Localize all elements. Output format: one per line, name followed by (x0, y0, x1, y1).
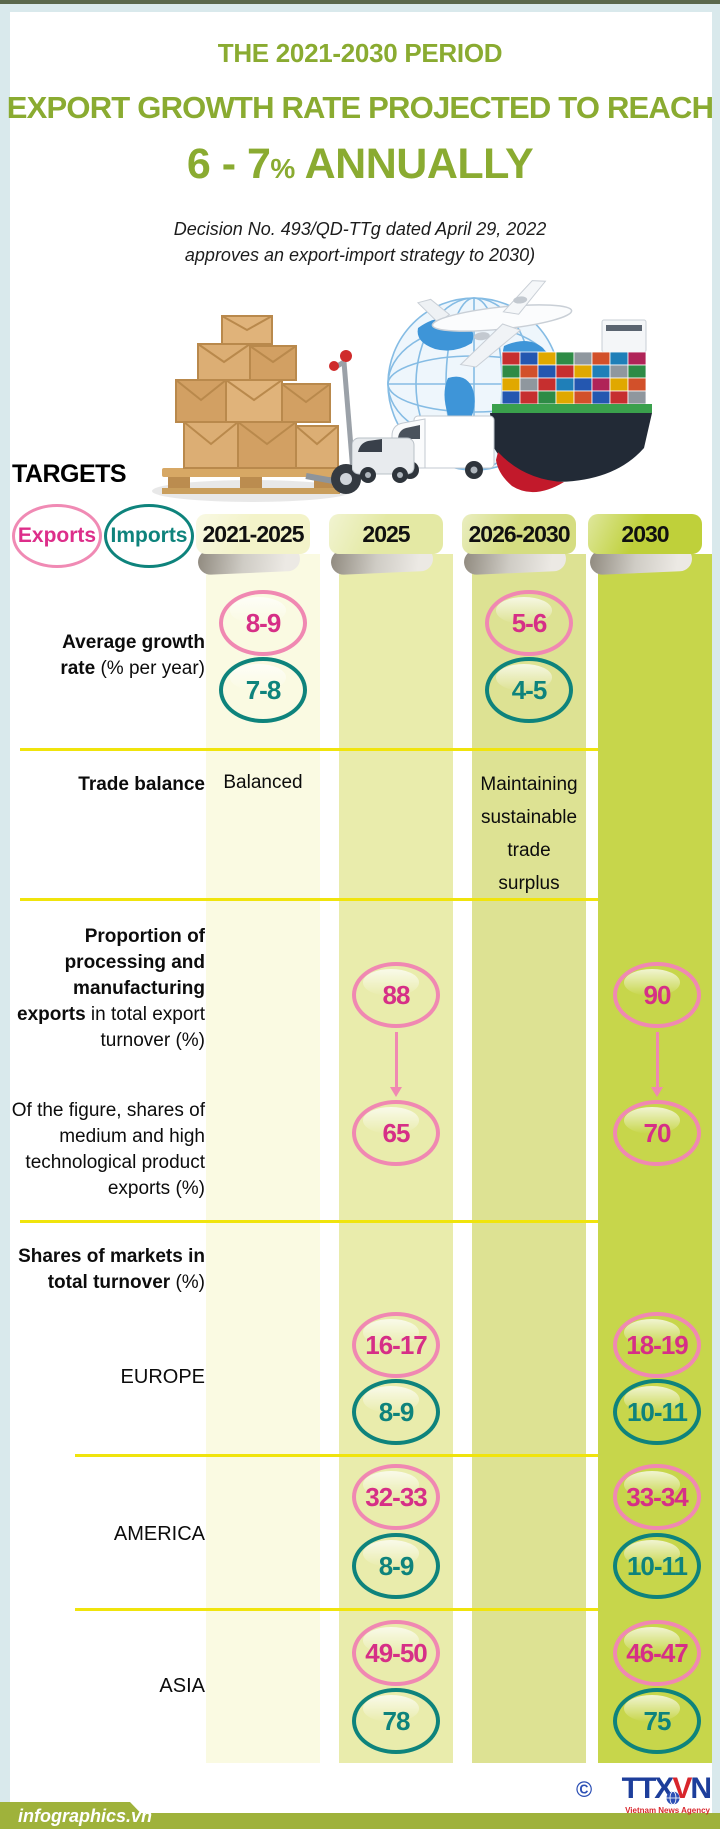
arrow-down-2025 (390, 1032, 402, 1097)
value-europe-export-2030: 18-19 (613, 1312, 701, 1378)
value-growth-import-2026-2030: 4-5 (485, 657, 573, 723)
label-rate: rate (60, 658, 96, 679)
region-label-asia: ASIA (159, 1675, 205, 1697)
footer-strip (0, 1813, 720, 1829)
ttxvn-globe-icon (666, 1791, 680, 1805)
value-america-export-2025: 32-33 (352, 1464, 440, 1530)
title-value-line: 6 - 7% ANNUALLY (0, 140, 720, 189)
row-divider-5 (75, 1608, 598, 1611)
value-america-import-2030: 10-11 (613, 1533, 701, 1599)
legend-exports: Exports (12, 504, 102, 568)
row-divider-1 (20, 748, 598, 751)
region-label-america: AMERICA (113, 1523, 205, 1545)
row-divider-4 (75, 1454, 598, 1457)
column-body-2021-2025 (206, 554, 320, 1763)
column-body-2026-2030 (472, 554, 586, 1763)
cargo-boxes-illustration (152, 315, 361, 502)
region-label-europe: EUROPE (120, 1366, 205, 1388)
copyright-symbol: © (576, 1777, 593, 1802)
title-percent: % (270, 153, 295, 184)
value-america-import-2025: 8-9 (352, 1533, 440, 1599)
row-label-tech-exports: Of the figure, shares of medium and high… (11, 1100, 205, 1199)
title-value: 6 - 7 (186, 140, 271, 188)
row-label-processing-exports: Proportion of processing and manufacturi… (17, 926, 205, 1051)
value-growth-export-2026-2030: 5-6 (485, 590, 573, 656)
row-label-market-shares: Shares of markets in total turnover (%) (18, 1246, 205, 1293)
value-processing-2025: 88 (352, 962, 440, 1028)
value-europe-export-2025: 16-17 (352, 1312, 440, 1378)
value-asia-import-2025: 78 (352, 1688, 440, 1754)
column-header-2026-2030: 2026-2030 (462, 514, 576, 554)
ttxvn-logo: TTXVN (621, 1772, 712, 1805)
column-header-2030: 2030 (588, 514, 702, 554)
top-accent-line (0, 0, 720, 4)
title-suffix: ANNUALLY (294, 140, 534, 188)
value-europe-import-2030: 10-11 (613, 1379, 701, 1445)
global-shipping-illustration (352, 280, 652, 493)
value-tech-2025: 65 (352, 1100, 440, 1166)
value-tech-2030: 70 (613, 1100, 701, 1166)
value-asia-import-2030: 75 (613, 1688, 701, 1754)
period-heading: THE 2021-2030 PERIOD (217, 38, 503, 68)
value-trade-balance-2026-2030: Maintaining sustainable trade surplus (480, 774, 578, 894)
legend-exports-label: Exports (17, 524, 97, 547)
column-header-2021-2025: 2021-2025 (196, 514, 310, 554)
legend-imports-label: Imports (110, 524, 188, 547)
value-europe-import-2025: 8-9 (352, 1379, 440, 1445)
main-title: EXPORT GROWTH RATE PROJECTED TO REACH (6, 90, 714, 125)
row-divider-2 (20, 898, 598, 901)
value-asia-export-2030: 46-47 (613, 1620, 701, 1686)
subtitle-line-2: approves an export-import strategy to 20… (184, 245, 536, 265)
row-label-trade-balance: Trade balance (78, 774, 205, 795)
value-america-export-2030: 33-34 (613, 1464, 701, 1530)
footer-banner (0, 1802, 156, 1829)
value-trade-balance-2021-2025: Balanced (223, 772, 303, 793)
ttxvn-agency-name: Vietnam News Agency (625, 1806, 710, 1815)
value-growth-export-2021-2025: 8-9 (219, 590, 307, 656)
label-per-year: (% per year) (95, 658, 205, 679)
column-header-2025: 2025 (329, 514, 443, 554)
legend-imports: Imports (104, 504, 194, 568)
targets-heading: TARGETS (12, 460, 127, 488)
value-processing-2030: 90 (613, 962, 701, 1028)
row-label-average-growth-rate: Average growth rate (% per year) (10, 630, 205, 682)
footer-site-label: infographics.vn (18, 1806, 153, 1826)
value-asia-export-2025: 49-50 (352, 1620, 440, 1686)
decision-subtitle: Decision No. 493/QD-TTg dated April 29, … (0, 216, 720, 268)
value-growth-import-2021-2025: 7-8 (219, 657, 307, 723)
arrow-down-2030 (651, 1032, 663, 1097)
row-divider-3 (20, 1220, 598, 1223)
subtitle-line-1: Decision No. 493/QD-TTg dated April 29, … (173, 219, 547, 239)
label-average-growth: Average growth (62, 632, 205, 653)
